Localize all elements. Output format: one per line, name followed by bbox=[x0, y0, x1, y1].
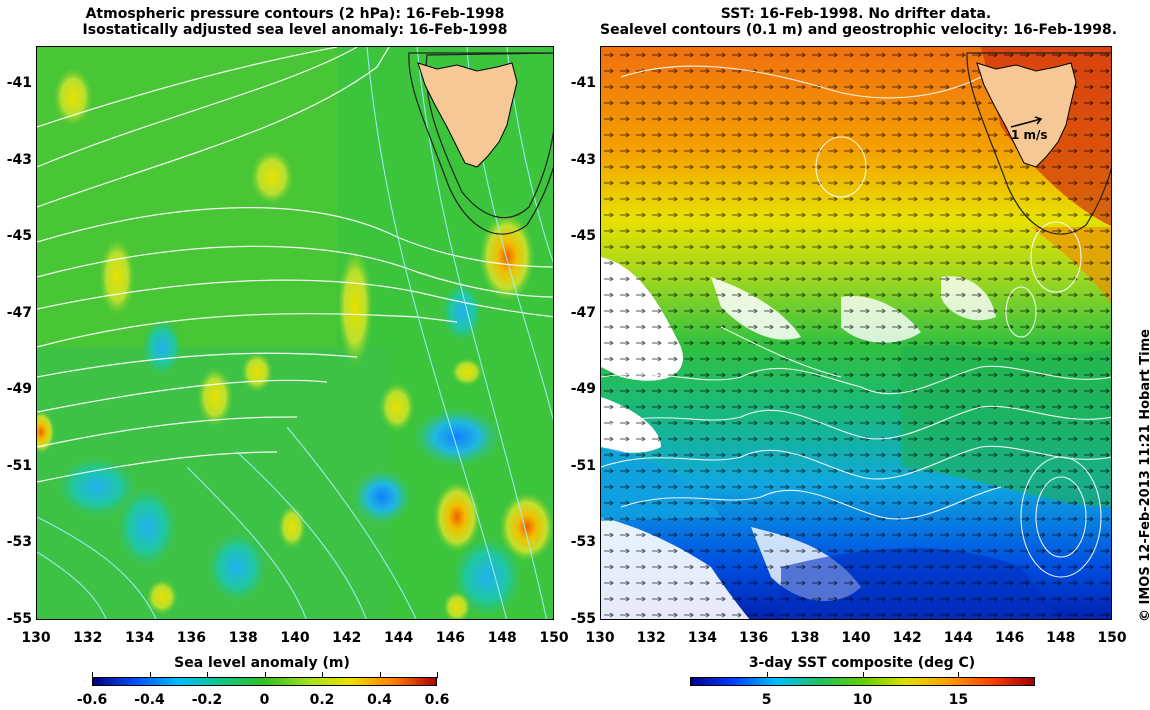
right-lat-tick: -53 bbox=[570, 534, 596, 551]
right-panel-title: SST: 16-Feb-1998. No drifter data. Seale… bbox=[600, 6, 1118, 38]
colorbar-tick-label: 0 bbox=[259, 692, 270, 708]
right-lon-tick: 144 bbox=[943, 630, 974, 646]
colorbar-tick-mark bbox=[207, 672, 208, 678]
left-lat-tick: -43 bbox=[6, 151, 32, 168]
colorbar-tick-mark bbox=[379, 672, 381, 678]
left-lat-tick: -49 bbox=[6, 381, 32, 398]
right-lon-tick: 146 bbox=[994, 630, 1025, 646]
tasmania-land bbox=[417, 62, 518, 168]
right-lat-tick: -43 bbox=[570, 151, 596, 168]
colorbar-tick-mark bbox=[862, 672, 864, 678]
sst-map-svg: 1 m/s bbox=[601, 47, 1111, 619]
velocity-scale-arrow bbox=[1010, 116, 1043, 128]
right-lon-tick: 148 bbox=[1046, 630, 1076, 646]
left-lon-tick: 144 bbox=[383, 630, 414, 646]
sla-colorbar bbox=[92, 677, 437, 686]
left-panel-title: Atmospheric pressure contours (2 hPa): 1… bbox=[36, 6, 554, 38]
right-lon-tick: 142 bbox=[892, 630, 922, 646]
colorbar-tick-label: 0.6 bbox=[424, 692, 450, 708]
colorbar-tick-mark bbox=[437, 672, 438, 678]
right-lon-tick: 130 bbox=[585, 630, 615, 646]
tasmania-land-sst bbox=[976, 62, 1077, 168]
left-lon-tick: 134 bbox=[124, 630, 155, 646]
sst-colorbar-title: 3-day SST composite (deg C) bbox=[748, 655, 976, 671]
left-lon-tick: 130 bbox=[21, 630, 51, 646]
right-lon-tick: 150 bbox=[1097, 630, 1127, 646]
colorbar-tick-label: -0.6 bbox=[76, 692, 108, 708]
left-lon-tick: 136 bbox=[176, 630, 207, 646]
right-lon-tick: 136 bbox=[738, 630, 769, 646]
sla-colorbar-title: Sea level anomaly (m) bbox=[174, 655, 350, 671]
colorbar-tick-label: 5 bbox=[761, 692, 772, 708]
right-lat-tick: -51 bbox=[570, 457, 596, 474]
colorbar-tick-label: 15 bbox=[948, 692, 969, 708]
colorbar-tick-mark bbox=[92, 672, 93, 678]
right-lon-tick: 134 bbox=[687, 630, 718, 646]
right-lat-tick: -47 bbox=[570, 304, 596, 321]
left-title-line1: Atmospheric pressure contours (2 hPa): 1… bbox=[85, 6, 505, 22]
left-lon-tick: 150 bbox=[539, 630, 569, 646]
sea-level-anomaly-map bbox=[36, 46, 554, 620]
right-lat-tick: -45 bbox=[570, 228, 596, 245]
colorbar-tick-label: 0.4 bbox=[367, 692, 392, 708]
colorbar-tick-label: -0.2 bbox=[191, 692, 223, 708]
colorbar-tick-label: 10 bbox=[852, 692, 873, 708]
colorbar-tick-mark bbox=[766, 672, 768, 678]
right-lon-tick: 132 bbox=[636, 630, 666, 646]
right-lat-tick: -49 bbox=[570, 381, 596, 398]
left-lon-tick: 142 bbox=[332, 630, 362, 646]
colorbar-tick-mark bbox=[149, 672, 151, 678]
sla-map-svg bbox=[37, 47, 553, 619]
left-lat-tick: -51 bbox=[6, 457, 32, 474]
right-title-line1: SST: 16-Feb-1998. No drifter data. bbox=[720, 6, 992, 22]
velocity-scale-label: 1 m/s bbox=[1011, 128, 1048, 142]
sst-map: 1 m/s bbox=[600, 46, 1112, 620]
colorbar-tick-mark bbox=[322, 672, 323, 678]
left-lon-tick: 146 bbox=[435, 630, 466, 646]
left-lat-tick: -53 bbox=[6, 534, 32, 551]
right-lat-tick: -55 bbox=[570, 611, 596, 627]
right-lon-tick: 138 bbox=[790, 630, 820, 646]
sst-colorbar bbox=[690, 677, 1035, 686]
colorbar-tick-label: 0.2 bbox=[309, 692, 335, 708]
right-lon-tick: 140 bbox=[841, 630, 871, 646]
left-title-line2: Isostatically adjusted sea level anomaly… bbox=[82, 22, 508, 38]
right-title-line2: Sealevel contours (0.1 m) and geostrophi… bbox=[600, 22, 1118, 38]
right-lat-tick: -41 bbox=[570, 75, 596, 92]
left-lat-tick: -47 bbox=[6, 304, 32, 321]
left-lon-tick: 148 bbox=[487, 630, 517, 646]
imos-credit: © IMOS 12-Feb-2013 11:21 Hobart Time bbox=[1138, 329, 1150, 622]
left-lon-tick: 132 bbox=[73, 630, 103, 646]
left-lat-tick: -41 bbox=[6, 75, 32, 92]
left-lon-tick: 140 bbox=[280, 630, 310, 646]
colorbar-tick-label: -0.4 bbox=[134, 692, 165, 708]
left-lat-tick: -55 bbox=[6, 611, 32, 627]
colorbar-tick-mark bbox=[958, 672, 960, 678]
colorbar-tick-mark bbox=[264, 672, 266, 678]
sealevel-contours bbox=[601, 65, 1111, 578]
left-lon-tick: 138 bbox=[228, 630, 258, 646]
left-lat-tick: -45 bbox=[6, 228, 32, 245]
pressure-contours bbox=[37, 47, 553, 483]
